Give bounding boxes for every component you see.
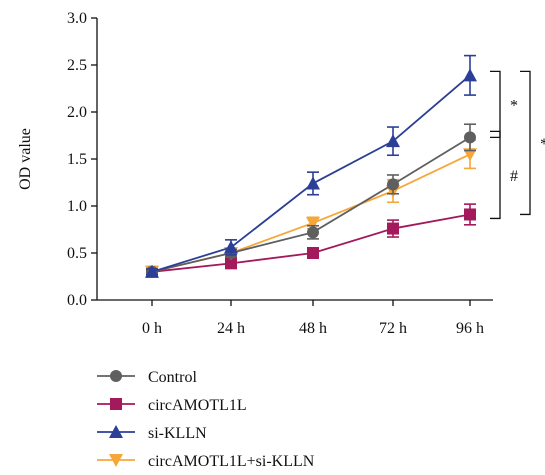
data-point [464, 208, 476, 221]
x-tick-label: 96 h [456, 320, 484, 337]
bracket-line [490, 130, 501, 220]
significance-bracket: * [490, 70, 518, 139]
x-tick-label: 48 h [299, 320, 327, 337]
legend-item: circAMOTL1L+si-KLLN [97, 453, 315, 470]
data-point [306, 216, 320, 230]
significance-mark: * [540, 136, 545, 153]
legend-label: circAMOTL1L+si-KLLN [148, 453, 315, 470]
data-point [463, 148, 477, 162]
data-point [307, 247, 319, 259]
data-point [307, 226, 319, 239]
significance-mark: # [510, 168, 518, 185]
legend-item: circAMOTL1L [97, 397, 247, 414]
annotation-layer: * # * [490, 70, 545, 220]
legend-marker [110, 398, 122, 410]
y-tick-label: 2.0 [67, 104, 87, 121]
x-tick-label: 72 h [379, 320, 407, 337]
y-tick-label: 3.0 [67, 10, 87, 27]
bracket-line [520, 70, 531, 216]
y-axis-label: OD value [17, 128, 34, 190]
data-point [145, 264, 159, 278]
data-point [464, 131, 476, 144]
significance-mark: * [510, 97, 518, 114]
series-layer [145, 54, 477, 279]
y-tick-label: 1.5 [67, 151, 87, 168]
y-tick-label: 0.0 [67, 292, 87, 309]
y-tick-label: 0.5 [67, 245, 87, 262]
x-tick-label: 24 h [217, 320, 245, 337]
data-point [387, 178, 399, 191]
significance-bracket: # [490, 130, 518, 220]
series-line [151, 74, 471, 273]
y-tick-label: 1.0 [67, 198, 87, 215]
legend-item: si-KLLN [97, 425, 207, 442]
data-point [224, 240, 238, 254]
data-point [306, 176, 320, 190]
series-circamotl1l [146, 203, 476, 278]
series-si-klln [145, 54, 477, 278]
significance-bracket: * [520, 70, 545, 216]
legend-label: circAMOTL1L [148, 397, 247, 414]
legend-marker [109, 425, 123, 438]
legend-label: Control [148, 369, 197, 386]
axes: 0.0 0.5 1.0 1.5 2.0 2.5 3.0 0 h 24 h 48 h 72 h 96 h… [17, 10, 493, 337]
y-tick-label: 2.5 [67, 57, 87, 74]
data-point [463, 68, 477, 82]
x-tick-label: 0 h [142, 320, 162, 337]
legend-item: Control [97, 369, 197, 386]
data-point [387, 222, 399, 235]
bracket-line [490, 70, 501, 139]
legend-label: si-KLLN [148, 425, 207, 442]
legend-marker [109, 454, 123, 467]
data-point [225, 257, 237, 270]
legend: Control circAMOTL1L si-KLLN circAMOTL1L+si-… [97, 369, 315, 470]
legend-marker [110, 370, 122, 382]
data-point [386, 134, 400, 148]
